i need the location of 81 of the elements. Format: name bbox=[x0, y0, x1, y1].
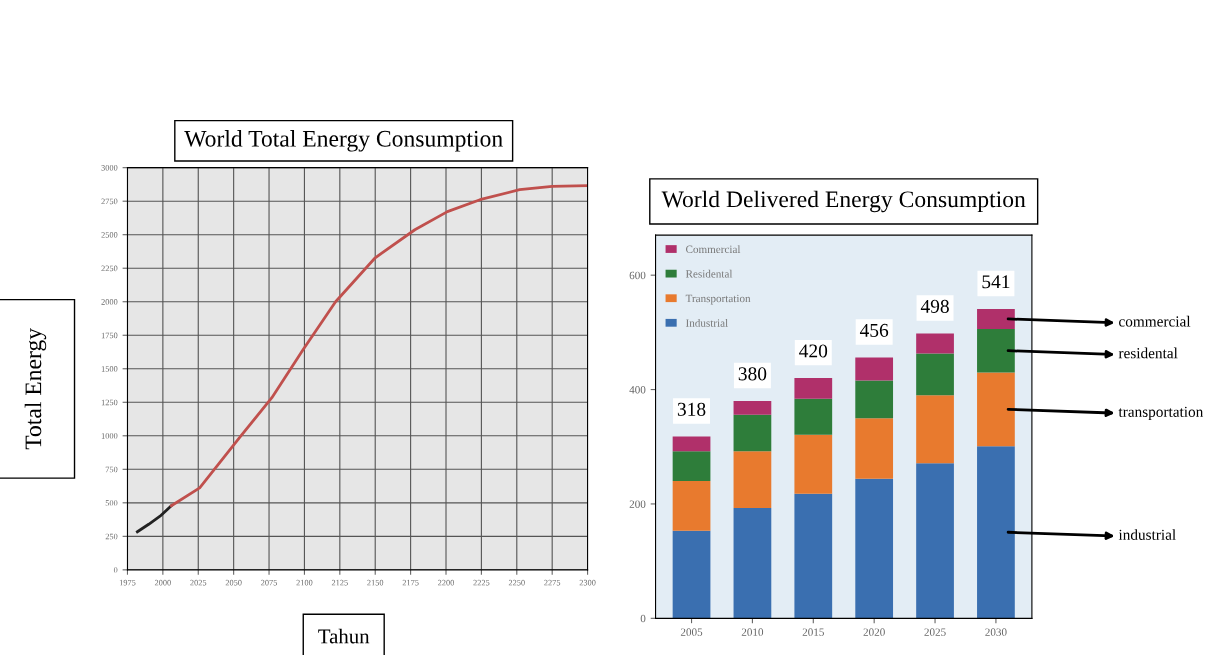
y-tick-label: 400 bbox=[629, 386, 646, 394]
y-tick-label: 2000 bbox=[101, 299, 118, 305]
x-tick-label: 2225 bbox=[473, 579, 490, 586]
bar bbox=[672, 530, 711, 619]
bar bbox=[977, 328, 1015, 373]
y-tick-label: 3000 bbox=[101, 165, 118, 171]
bar bbox=[733, 451, 772, 508]
line-series bbox=[135, 504, 173, 534]
bar bbox=[977, 308, 1015, 329]
y-tick-label: 1250 bbox=[101, 399, 118, 406]
x-tick-label: 2025 bbox=[924, 628, 946, 636]
bar bbox=[672, 451, 711, 482]
bar bbox=[916, 395, 954, 464]
y-tick-label: 750 bbox=[105, 466, 118, 473]
bar bbox=[916, 333, 954, 354]
y-tick-label: 500 bbox=[105, 500, 118, 506]
x-tick-label: 2275 bbox=[544, 579, 561, 586]
bar bbox=[855, 478, 894, 619]
bar bbox=[916, 463, 954, 619]
line-series bbox=[169, 184, 588, 508]
x-tick-label: 2030 bbox=[985, 628, 1007, 636]
bar bbox=[855, 380, 894, 419]
bar bbox=[672, 436, 711, 452]
y-axis-title: Total Energy bbox=[24, 328, 47, 450]
x-tick-label: 2150 bbox=[367, 579, 384, 586]
text: commercial bbox=[1119, 315, 1191, 327]
y-tick-label: 200 bbox=[629, 500, 646, 508]
x-tick-label: 2015 bbox=[802, 628, 824, 636]
y-tick-label: 1500 bbox=[101, 366, 118, 372]
bar bbox=[794, 398, 833, 435]
chart-title: World Delivered Energy Consumption bbox=[661, 190, 1026, 213]
total-label: 420 bbox=[799, 344, 828, 358]
total-label: 498 bbox=[920, 299, 949, 313]
x-tick-label: 2000 bbox=[154, 579, 171, 586]
bar bbox=[672, 481, 711, 531]
bar bbox=[733, 507, 772, 619]
x-tick-label: 2175 bbox=[402, 579, 419, 586]
legend-label: Industrial bbox=[685, 318, 728, 327]
x-tick-label: 2025 bbox=[190, 579, 207, 586]
x-tick-label: 2300 bbox=[579, 579, 596, 586]
total-label: 541 bbox=[982, 275, 1010, 289]
y-tick-label: 2500 bbox=[101, 232, 118, 238]
x-tick-label: 2005 bbox=[680, 628, 703, 636]
y-tick-label: 1750 bbox=[101, 332, 118, 339]
text: residental bbox=[1118, 347, 1178, 359]
x-tick-label: 2250 bbox=[508, 579, 525, 586]
text: industrial bbox=[1118, 529, 1176, 540]
x-tick-label: 2200 bbox=[438, 579, 455, 586]
y-tick-label: 0 bbox=[640, 614, 646, 623]
y-tick-label: 0 bbox=[113, 567, 118, 573]
chart-title: World Total Energy Consumption bbox=[184, 130, 503, 152]
y-tick-label: 2250 bbox=[101, 265, 118, 272]
bar bbox=[733, 401, 772, 415]
y-tick-label: 2750 bbox=[101, 198, 118, 205]
bar bbox=[855, 418, 894, 479]
bar bbox=[977, 446, 1015, 619]
total-label: 318 bbox=[677, 402, 706, 416]
legend-label: Commercial bbox=[686, 245, 741, 254]
bar bbox=[794, 378, 833, 399]
bar bbox=[977, 372, 1015, 447]
legend-label: Residental bbox=[685, 269, 733, 278]
bar bbox=[916, 353, 954, 396]
x-tick-label: 2125 bbox=[331, 579, 348, 586]
x-tick-label: 1975 bbox=[119, 579, 136, 586]
x-tick-label: 2100 bbox=[296, 579, 313, 586]
bar bbox=[733, 414, 772, 452]
x-tick-label: 2010 bbox=[741, 628, 764, 636]
x-tick-label: 2050 bbox=[225, 579, 242, 586]
y-tick-label: 250 bbox=[105, 533, 118, 540]
bar bbox=[794, 493, 833, 619]
total-label: 456 bbox=[859, 323, 889, 337]
text: transportation bbox=[1118, 406, 1204, 421]
bar bbox=[855, 357, 894, 381]
y-tick-label: 600 bbox=[629, 271, 646, 280]
legend-label: Transportation bbox=[685, 294, 751, 305]
total-label: 380 bbox=[738, 367, 767, 381]
x-tick-label: 2020 bbox=[863, 628, 885, 636]
bar bbox=[794, 434, 833, 494]
y-tick-label: 1000 bbox=[101, 433, 118, 439]
x-axis-title: Tahun bbox=[318, 628, 370, 644]
x-tick-label: 2075 bbox=[261, 579, 278, 586]
